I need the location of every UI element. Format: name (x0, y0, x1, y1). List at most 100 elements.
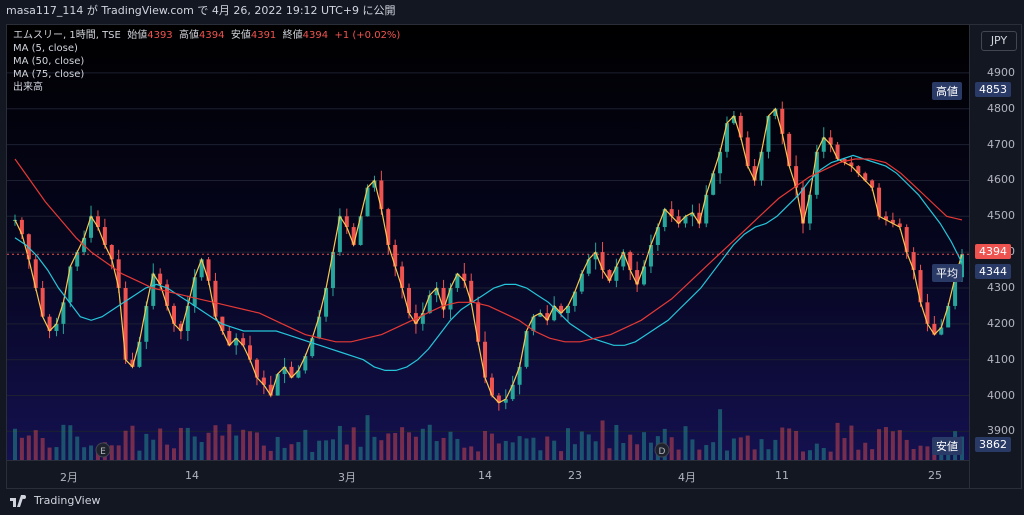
volume-bar (593, 441, 598, 460)
candle-body (565, 305, 570, 314)
legend-ma5[interactable]: MA (5, close) (13, 43, 78, 54)
candle-body (863, 173, 868, 181)
tradingview-footer[interactable]: TradingView (10, 494, 100, 507)
volume-bar (13, 428, 17, 460)
candle-body (655, 227, 660, 245)
candle-body (683, 216, 688, 224)
currency-button[interactable]: JPY (981, 31, 1017, 51)
candle-body (517, 366, 522, 385)
volume-bar (227, 424, 232, 460)
legend-high: 4394 (199, 30, 225, 41)
chart-legend: エムスリー, 1時間, TSE 始値4393 高値4394 安値4391 終値4… (13, 29, 400, 94)
volume-bar (635, 444, 640, 460)
legend-volume[interactable]: 出来高 (13, 82, 43, 93)
ma75-line (14, 158, 963, 343)
candle-body (531, 316, 536, 332)
candle-body (199, 259, 204, 278)
candle-body (932, 323, 937, 335)
candle-body (26, 234, 31, 260)
candle-body (400, 266, 405, 288)
candle-body (386, 209, 391, 245)
volume-bar (642, 432, 647, 460)
time-tick-label: 25 (928, 469, 942, 482)
volume-bar (586, 434, 591, 460)
volume-bar (877, 429, 882, 460)
candle-body (137, 341, 142, 367)
candle-body (68, 266, 73, 303)
high-price-label: 高値 (932, 82, 962, 100)
candle-body (296, 370, 301, 378)
candle-body (731, 115, 736, 124)
candle-body (268, 384, 273, 396)
candle-body (662, 209, 667, 228)
volume-bar (960, 436, 964, 460)
volume-bar (351, 427, 356, 460)
volume-bar (559, 451, 564, 460)
event-marker-label: E (100, 447, 106, 457)
volume-bar (911, 449, 916, 460)
candle-body (579, 273, 584, 292)
candle-body (559, 305, 564, 314)
legend-close-label: 終値 (282, 30, 303, 41)
candle-body (842, 158, 847, 163)
candle-body (510, 384, 515, 400)
volume-bar (254, 432, 259, 460)
high-price-value: 4853 (975, 82, 1011, 97)
candle-body (918, 270, 923, 303)
candle-body (828, 137, 833, 145)
candle-body (95, 216, 100, 228)
volume-bar (807, 450, 812, 460)
candle-body (379, 180, 384, 210)
volume-bar (683, 426, 688, 460)
candle-body (54, 323, 59, 332)
volume-bar (524, 438, 529, 460)
volume-bar (400, 427, 405, 460)
volume-bar (462, 447, 467, 460)
volume-bar (883, 427, 888, 460)
volume-bar (773, 439, 778, 460)
volume-bar (199, 441, 204, 460)
candle-body (503, 399, 508, 403)
volume-bar (489, 433, 494, 460)
volume-bar (261, 445, 266, 460)
legend-ma75[interactable]: MA (75, close) (13, 69, 85, 80)
event-marker (95, 442, 111, 458)
candle-body (365, 187, 370, 217)
candle-body (192, 277, 197, 306)
candle-body (883, 216, 888, 220)
volume-bar (510, 442, 515, 460)
candle-body (856, 166, 861, 174)
candle-body (897, 223, 902, 228)
candle-body (939, 327, 944, 335)
candle-body (324, 287, 329, 317)
volume-bar (68, 425, 73, 460)
volume-bar (925, 446, 930, 460)
volume-bar (766, 449, 771, 460)
candle-body (925, 302, 930, 324)
legend-change: +1 (+0.02%) (334, 30, 401, 41)
candle-body (462, 273, 467, 281)
candle-body (835, 144, 840, 159)
volume-bar (676, 449, 681, 460)
price-tick-label: 4700 (987, 137, 1015, 151)
volume-bar (738, 437, 743, 460)
candle-body (946, 305, 951, 328)
legend-open: 4393 (147, 30, 173, 41)
price-tick-label: 4200 (987, 316, 1015, 330)
tradingview-brand: TradingView (34, 494, 101, 507)
price-tick-label: 4800 (987, 101, 1015, 115)
volume-bar (220, 435, 225, 460)
candle-body (130, 359, 135, 367)
candle-body (489, 377, 494, 396)
publish-info-bar: masa117_114 が TradingView.com で 4月 26, 2… (0, 0, 1024, 22)
volume-bar (241, 429, 246, 460)
volume-bar (282, 447, 287, 460)
legend-ma50[interactable]: MA (50, close) (13, 56, 85, 67)
candle-body (870, 180, 875, 188)
candle-body (676, 216, 681, 224)
volume-bar (538, 450, 543, 460)
volume-bar (206, 432, 211, 460)
time-axis[interactable]: 2月 14 3月 14 23 4月 11 25 (7, 460, 969, 488)
